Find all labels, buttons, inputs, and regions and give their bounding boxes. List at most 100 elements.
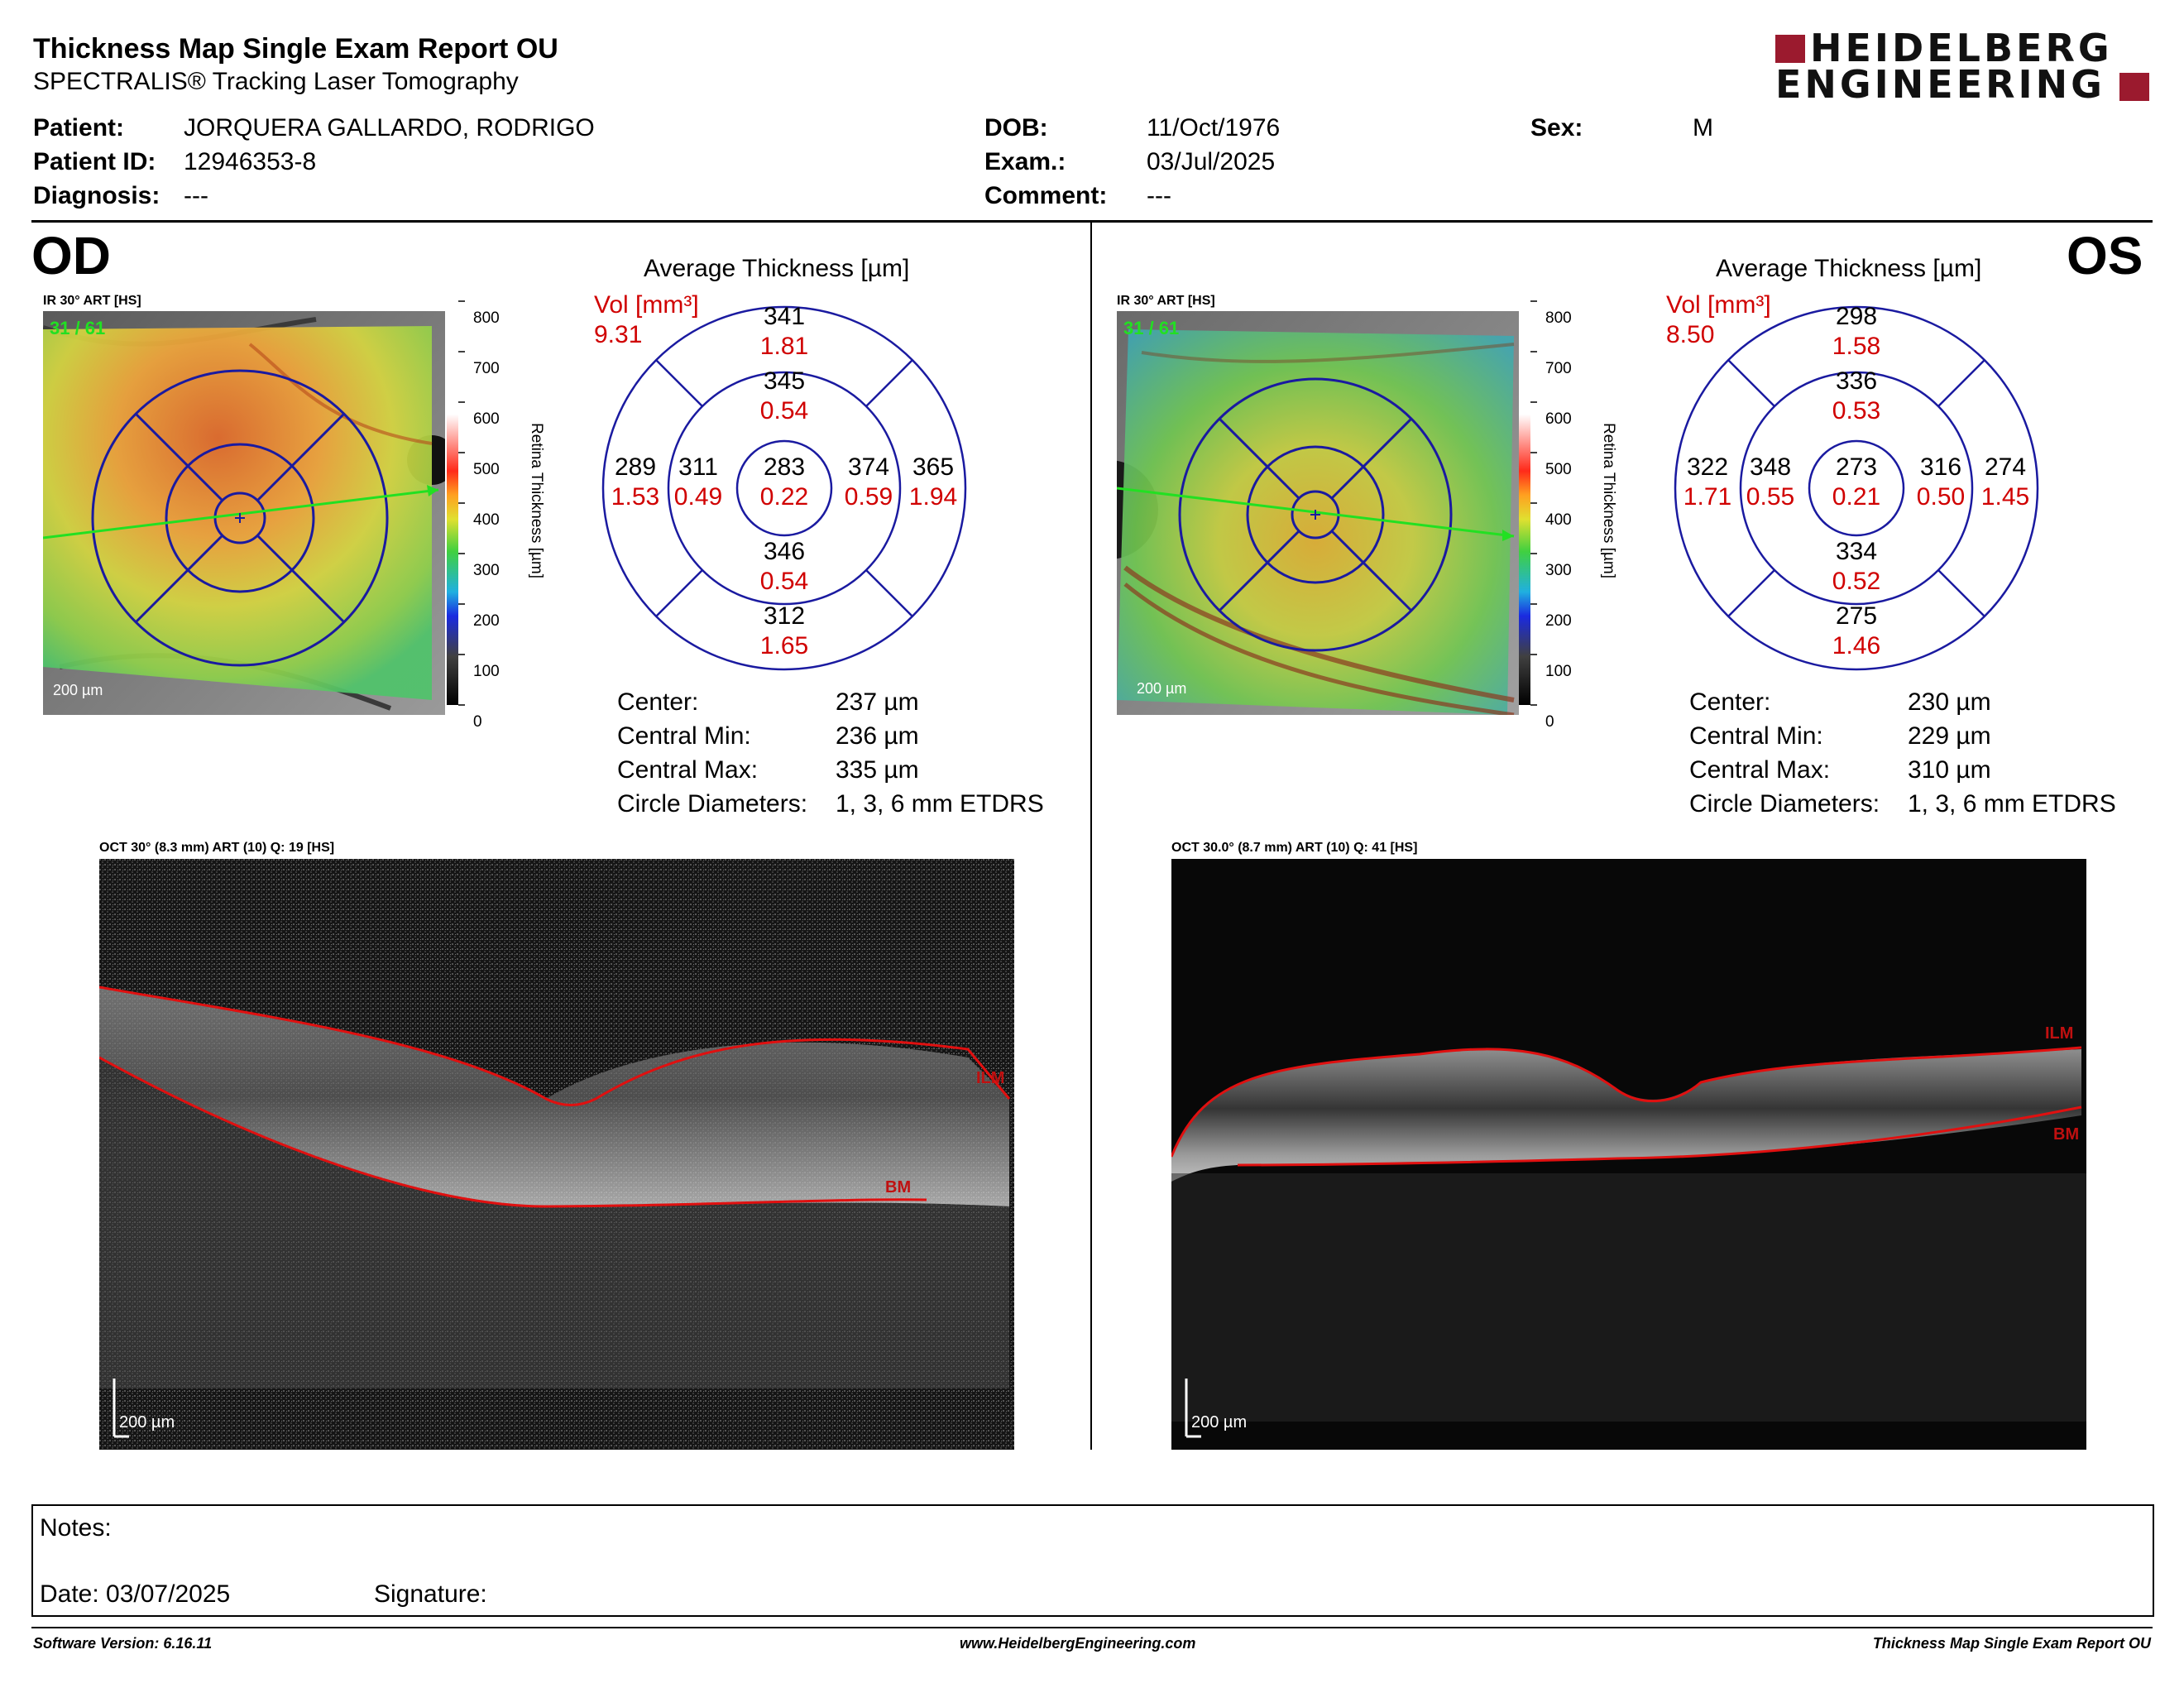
- sex-value: M: [1693, 114, 1713, 141]
- os-fundus-image: 31 / 61 200 µm: [1117, 311, 1519, 715]
- os-inner-superior-volume: 0.53: [1832, 397, 1881, 424]
- od-outer-inferior-thickness: 312: [763, 602, 806, 630]
- od-central-min-label: Central Min:: [617, 722, 751, 750]
- od-outer-nasal-volume: 1.94: [908, 483, 958, 511]
- diagnosis-label: Diagnosis:: [33, 182, 160, 209]
- os-central-min-value: 229 µm: [1908, 722, 1991, 750]
- od-oct-bscan: ILM BM 200 µm: [99, 859, 1014, 1450]
- od-central-max-label: Central Max:: [617, 756, 759, 784]
- os-avg-title: Average Thickness [µm]: [1716, 255, 1982, 282]
- os-inner-inferior-thickness: 334: [1835, 538, 1878, 565]
- os-center-label: Center:: [1689, 688, 1771, 716]
- od-oct-scale: 200 µm: [119, 1413, 175, 1431]
- od-center-label: Center:: [617, 688, 699, 716]
- od-ilm-label: ILM: [976, 1069, 1005, 1087]
- patient-name: JORQUERA GALLARDO, RODRIGO: [184, 114, 595, 141]
- notes-signature-label: Signature:: [374, 1580, 487, 1608]
- od-outer-temporal-thickness: 289: [614, 453, 657, 481]
- os-vol-label: Vol [mm³]: [1666, 291, 1771, 319]
- os-outer-nasal-volume: 1.45: [1980, 483, 2030, 511]
- patient-id: 12946353-8: [184, 148, 317, 175]
- os-oct-label: OCT 30.0° (8.7 mm) ART (10) Q: 41 [HS]: [1171, 841, 1418, 855]
- eye-label-os: OS: [2067, 226, 2143, 285]
- notes-date: Date: 03/07/2025: [40, 1580, 231, 1608]
- os-ilm-label: ILM: [2045, 1024, 2074, 1043]
- os-circle-diam-value: 1, 3, 6 mm ETDRS: [1908, 790, 2116, 818]
- os-inner-nasal-thickness: 316: [1919, 453, 1962, 481]
- os-circle-diam-label: Circle Diameters:: [1689, 790, 1880, 818]
- exam-label: Exam.:: [984, 148, 1066, 175]
- header-divider: [31, 220, 2153, 223]
- od-central-max-value: 335 µm: [836, 756, 919, 784]
- os-outer-temporal-thickness: 322: [1686, 453, 1729, 481]
- os-vol-total: 8.50: [1666, 321, 1715, 348]
- os-outer-superior-thickness: 298: [1835, 303, 1878, 330]
- os-center-thickness: 273: [1835, 453, 1878, 481]
- od-avg-title: Average Thickness [µm]: [644, 255, 910, 282]
- eye-label-od: OD: [31, 226, 111, 285]
- od-inner-temporal-thickness: 311: [678, 453, 718, 481]
- od-center-value: 237 µm: [836, 688, 919, 716]
- notes-label: Notes:: [40, 1514, 112, 1542]
- od-vol-label: Vol [mm³]: [594, 291, 699, 319]
- os-inner-temporal-thickness: 348: [1749, 453, 1792, 481]
- od-oct-label: OCT 30° (8.3 mm) ART (10) Q: 19 [HS]: [99, 841, 335, 855]
- os-oct-bscan: ILM BM 200 µm: [1171, 859, 2086, 1450]
- report-title: Thickness Map Single Exam Report OU: [33, 33, 558, 65]
- sex-label: Sex:: [1530, 114, 1583, 141]
- od-bm-label: BM: [885, 1178, 912, 1196]
- od-center-volume: 0.22: [759, 483, 809, 511]
- os-inner-inferior-volume: 0.52: [1832, 568, 1881, 595]
- os-colorbar-ticks: 800 700 600 500 400 300 200 100 0: [1545, 309, 1572, 731]
- od-inner-temporal-volume: 0.49: [673, 483, 723, 511]
- os-central-min-label: Central Min:: [1689, 722, 1823, 750]
- od-colorbar-gradient: [447, 301, 458, 705]
- od-vol-total: 9.31: [594, 321, 643, 348]
- os-center-value: 230 µm: [1908, 688, 1991, 716]
- notes-box[interactable]: [31, 1504, 2154, 1617]
- os-outer-superior-volume: 1.58: [1832, 333, 1881, 360]
- os-outer-temporal-volume: 1.71: [1683, 483, 1732, 511]
- od-circle-diam-value: 1, 3, 6 mm ETDRS: [836, 790, 1044, 818]
- od-center-thickness: 283: [763, 453, 806, 481]
- patient-label: Patient:: [33, 114, 125, 141]
- od-ir-label: IR 30° ART [HS]: [43, 294, 141, 308]
- od-inner-inferior-volume: 0.54: [759, 568, 809, 595]
- od-fundus-image: 31 / 61 200 µm: [43, 311, 445, 715]
- od-circle-diam-label: Circle Diameters:: [617, 790, 808, 818]
- report-subtitle: SPECTRALIS® Tracking Laser Tomography: [33, 68, 519, 95]
- os-colorbar-gradient: [1519, 301, 1530, 705]
- od-etdrs-grid: [601, 305, 967, 671]
- os-frame-counter: 31 / 61: [1123, 318, 1180, 338]
- center-divider: [1090, 222, 1092, 1450]
- od-outer-superior-volume: 1.81: [759, 333, 809, 360]
- os-outer-inferior-volume: 1.46: [1832, 632, 1881, 659]
- dob-label: DOB:: [984, 114, 1048, 141]
- os-colorbar-title: Retina Thickness [µm]: [1600, 423, 1617, 578]
- website-link[interactable]: www.HeidelbergEngineering.com: [960, 1635, 1196, 1652]
- od-colorbar-title: Retina Thickness [µm]: [528, 423, 545, 578]
- od-outer-inferior-volume: 1.65: [759, 632, 809, 659]
- footer-divider: [31, 1627, 2153, 1628]
- patient-id-label: Patient ID:: [33, 148, 156, 175]
- os-inner-temporal-volume: 0.55: [1746, 483, 1795, 511]
- os-bm-label: BM: [2053, 1125, 2080, 1144]
- os-oct-scale: 200 µm: [1191, 1413, 1248, 1431]
- od-inner-nasal-volume: 0.59: [844, 483, 893, 511]
- od-colorbar-ticks: 800 700 600 500 400 300 200 100 0: [473, 309, 500, 731]
- os-inner-nasal-volume: 0.50: [1916, 483, 1966, 511]
- os-etdrs-grid: [1674, 305, 2039, 671]
- od-outer-superior-thickness: 341: [763, 303, 806, 330]
- od-central-min-value: 236 µm: [836, 722, 919, 750]
- os-ir-label: IR 30° ART [HS]: [1117, 294, 1215, 308]
- footer-report-title: Thickness Map Single Exam Report OU: [1872, 1635, 2151, 1652]
- od-frame-counter: 31 / 61: [50, 318, 106, 338]
- od-inner-nasal-thickness: 374: [847, 453, 890, 481]
- os-center-volume: 0.21: [1832, 483, 1881, 511]
- dob-value: 11/Oct/1976: [1147, 114, 1281, 141]
- od-outer-nasal-thickness: 365: [912, 453, 955, 481]
- od-inner-superior-volume: 0.54: [759, 397, 809, 424]
- od-inner-inferior-thickness: 346: [763, 538, 806, 565]
- os-inner-superior-thickness: 336: [1835, 367, 1878, 395]
- diagnosis-value: ---: [184, 182, 208, 209]
